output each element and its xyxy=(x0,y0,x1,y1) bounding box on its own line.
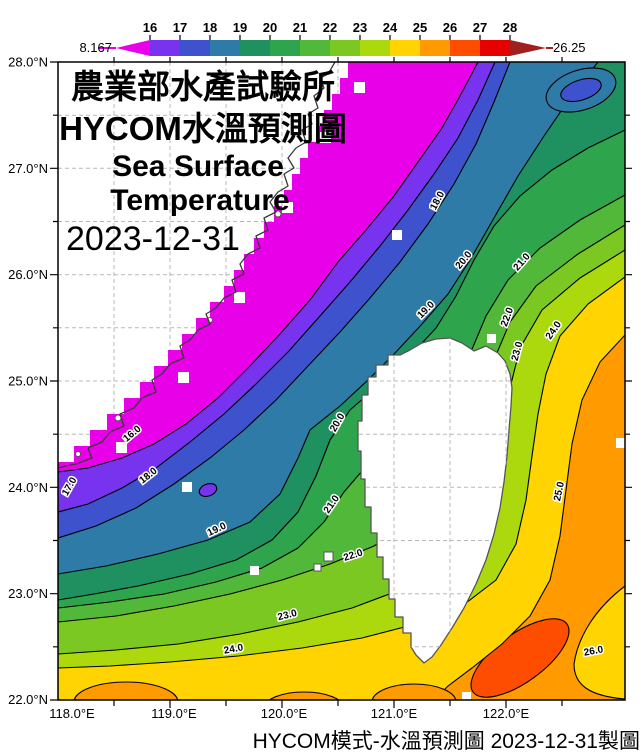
china-land xyxy=(58,62,348,462)
field-ne-blue-blob xyxy=(560,77,602,103)
colorbar-left-arrow xyxy=(116,40,150,56)
contour-label: 26.0 xyxy=(583,644,605,658)
colorbar-segment xyxy=(180,40,210,56)
colorbar-tick-label: 18 xyxy=(203,20,217,35)
colorbar-segment xyxy=(390,40,420,56)
colorbar-tick-label: 28 xyxy=(503,20,517,35)
lon-label: 120.0°E xyxy=(261,706,308,721)
colorbar-segment xyxy=(450,40,480,56)
lon-label: 119.0°E xyxy=(151,706,197,721)
taiwan-island xyxy=(357,337,513,664)
colorbar-right-arrow xyxy=(510,40,546,56)
contour-label: 23.0 xyxy=(277,608,299,623)
colorbar-tick-label: 21 xyxy=(293,20,307,35)
lat-label: 27.0°N xyxy=(8,161,48,176)
contour-label: 24.0 xyxy=(223,642,245,656)
field-corner-yellow xyxy=(573,585,625,700)
colorbar-min-label: 8.167 xyxy=(79,40,112,55)
map-area: 16.0 17.0 18.0 18.0 19.0 19.0 20.0 20.0 … xyxy=(57,61,626,701)
colorbar-segment xyxy=(240,40,270,56)
lon-label: 121.0°E xyxy=(371,706,418,721)
title-line-4: Temperature xyxy=(110,184,290,217)
field-orange-blob xyxy=(268,691,340,700)
china-coastline xyxy=(57,61,336,469)
no-data-cells xyxy=(116,82,625,700)
lat-label: 26.0°N xyxy=(8,267,48,282)
lat-label: 23.0°N xyxy=(8,586,48,601)
colorbar-tick-label: 26 xyxy=(443,20,457,35)
field-cold-spot xyxy=(198,483,218,497)
colorbar-tick-label: 17 xyxy=(173,20,187,35)
colorbar-tick-label: 24 xyxy=(383,20,398,35)
lat-label: 24.0°N xyxy=(8,480,48,495)
colorbar: 16 17 18 19 20 21 22 23 24 25 26 27 28 8… xyxy=(79,20,586,56)
colorbar-tick-label: 16 xyxy=(143,20,157,35)
colorbar-tick-label: 25 xyxy=(413,20,427,35)
latitude-axis: 28.0°N 27.0°N 26.0°N 25.0°N 24.0°N 23.0°… xyxy=(8,55,48,708)
colorbar-max-label: 26.25 xyxy=(553,40,586,55)
lat-label: 25.0°N xyxy=(8,374,48,389)
colorbar-tick-label: 20 xyxy=(263,20,277,35)
colorbar-segment xyxy=(150,40,180,56)
colorbar-segment xyxy=(300,40,330,56)
footer-caption: HYCOM模式-水溫預測圖 2023-12-31製圖 xyxy=(253,730,640,753)
forecast-date: 2023-12-31 xyxy=(66,220,240,258)
lon-label: 122.0°E xyxy=(483,706,530,721)
colorbar-tick-label: 27 xyxy=(473,20,487,35)
colorbar-segment xyxy=(330,40,360,56)
title-block: 農業部水產試驗所 HYCOM水溫預測圖 Sea Surface Temperat… xyxy=(59,68,347,258)
field-orange-blob xyxy=(73,681,179,700)
axis-ticks xyxy=(50,57,632,708)
lat-label: 22.0°N xyxy=(8,692,48,707)
colorbar-tick-label: 19 xyxy=(233,20,247,35)
field-orange-blob xyxy=(371,683,457,700)
colorbar-segment xyxy=(480,40,510,56)
colorbar-tick-marks xyxy=(149,35,511,40)
lon-label: 118.0°E xyxy=(49,706,95,721)
title-line-3: Sea Surface xyxy=(112,150,284,183)
longitude-axis: 118.0°E 119.0°E 120.0°E 121.0°E 122.0°E xyxy=(49,706,529,721)
colorbar-tick-label: 23 xyxy=(353,20,367,35)
title-line-1: 農業部水產試驗所 xyxy=(71,68,335,105)
colorbar-segment xyxy=(210,40,240,56)
title-line-2: HYCOM水溫預測圖 xyxy=(59,110,347,147)
colorbar-segment xyxy=(360,40,390,56)
colorbar-tick-label: 22 xyxy=(323,20,337,35)
islets xyxy=(75,121,334,572)
colorbar-segment xyxy=(270,40,300,56)
colorbar-segment xyxy=(420,40,450,56)
lat-label: 28.0°N xyxy=(8,55,48,70)
